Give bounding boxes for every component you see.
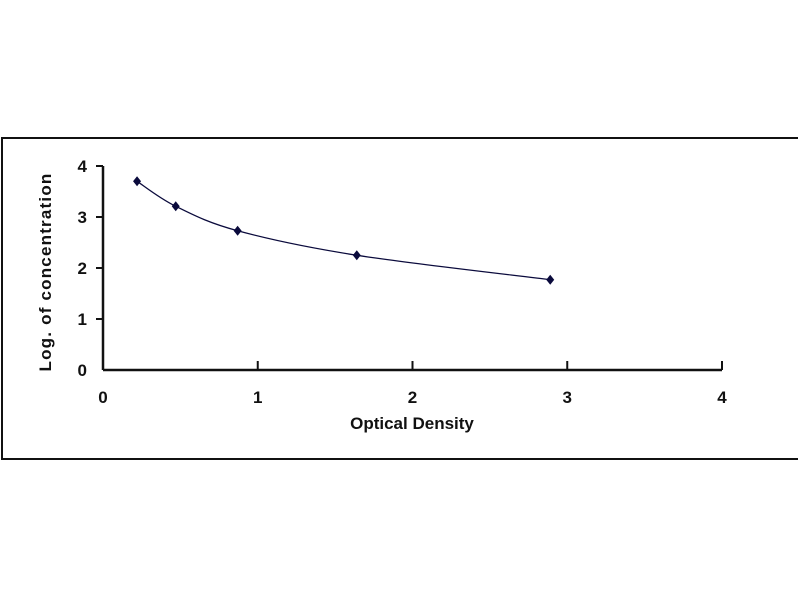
- y-tick-label: 0: [78, 361, 87, 380]
- data-point: [171, 201, 180, 212]
- x-tick-label: 3: [563, 388, 572, 407]
- trend-curve: [136, 180, 551, 281]
- x-tick-label: 2: [408, 388, 417, 407]
- curve: [136, 180, 551, 281]
- data-point: [233, 225, 242, 236]
- y-tick-label: 1: [78, 310, 87, 329]
- data-point: [133, 176, 142, 187]
- points: [133, 176, 555, 285]
- data-point: [352, 250, 361, 261]
- y-tick-label: 3: [78, 208, 87, 227]
- x-axis-label: Optical Density: [350, 414, 474, 433]
- x-tick-label: 0: [98, 388, 107, 407]
- y-tick-label: 2: [78, 259, 87, 278]
- axes: 0 1 2 3 4 0 1 2 3 4: [78, 157, 728, 407]
- y-axis-label: Log. of concentration: [36, 173, 55, 372]
- data-point: [546, 274, 555, 285]
- chart-frame: [1, 137, 798, 460]
- x-tick-label: 4: [717, 388, 727, 407]
- x-tick-label: 1: [253, 388, 262, 407]
- y-tick-label: 4: [78, 157, 88, 176]
